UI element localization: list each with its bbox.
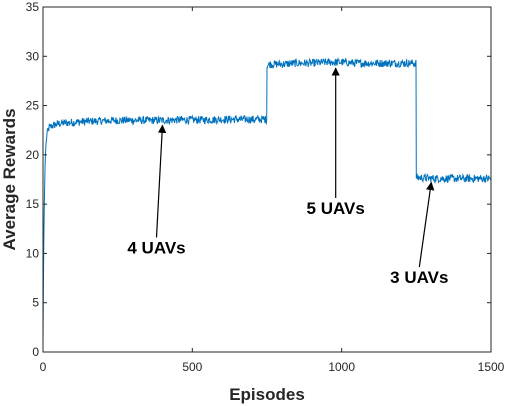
annotation-arrow bbox=[155, 124, 167, 238]
y-tick-label: 0 bbox=[32, 345, 39, 359]
axes: 0 500 1000 1500 0 5 10 15 20 25 30 35 bbox=[26, 0, 505, 374]
x-tick-label: 0 bbox=[40, 360, 47, 374]
y-tick-label: 10 bbox=[26, 246, 40, 260]
x-axis-title: Episodes bbox=[229, 385, 305, 404]
axes-box bbox=[42, 6, 492, 353]
y-tick-label: 5 bbox=[32, 296, 39, 310]
y-tick-label: 35 bbox=[26, 0, 40, 14]
annotation-label: 4 UAVs bbox=[127, 238, 185, 257]
y-tick-label: 25 bbox=[26, 99, 40, 113]
x-tick-label: 500 bbox=[182, 360, 202, 374]
y-tick-label: 20 bbox=[26, 148, 40, 162]
plot-area bbox=[43, 7, 491, 352]
x-tick-label: 1500 bbox=[478, 360, 505, 374]
annotation-label: 3 UAVs bbox=[390, 268, 448, 287]
y-axis-title: Average Rewards bbox=[0, 108, 19, 250]
series-line-0 bbox=[42, 56, 492, 343]
plot-background bbox=[43, 7, 491, 352]
series-layer bbox=[42, 56, 492, 343]
annotation-arrow bbox=[418, 181, 435, 268]
x-tick-label: 1000 bbox=[328, 360, 355, 374]
annotations: 4 UAVs 5 UAVs 3 UAVs bbox=[127, 67, 448, 287]
y-tick-label: 30 bbox=[26, 49, 40, 63]
annotation-label: 5 UAVs bbox=[307, 199, 365, 218]
y-tick-label: 15 bbox=[26, 197, 40, 211]
